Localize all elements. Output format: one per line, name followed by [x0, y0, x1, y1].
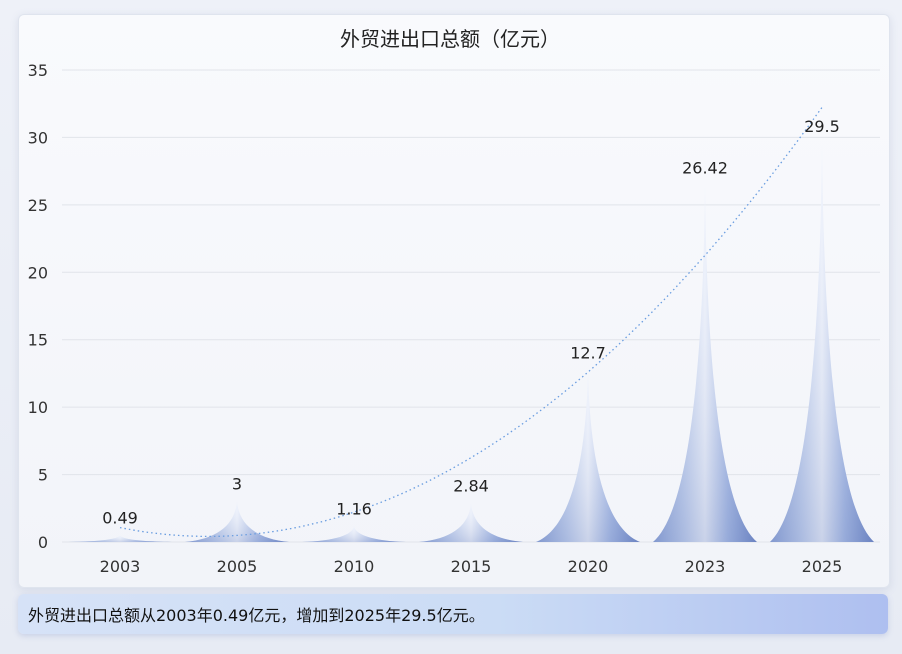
- chart-card: [18, 14, 890, 588]
- bar: [770, 144, 874, 542]
- data-label: 26.42: [682, 159, 728, 178]
- x-axis: 2003 2005 2010 2015 2020 2023 2025: [100, 557, 843, 576]
- x-tick-label: 2015: [451, 557, 492, 576]
- bar: [419, 503, 523, 542]
- data-label: 3: [232, 475, 242, 494]
- x-tick-label: 2010: [334, 557, 375, 576]
- x-tick-label: 2005: [217, 557, 258, 576]
- bar-shade: [419, 503, 523, 542]
- caption-text: 外贸进出口总额从2003年0.49亿元，增加到2025年29.5亿元。: [28, 606, 485, 625]
- data-label: 1.16: [336, 499, 372, 518]
- data-label: 29.5: [804, 117, 840, 136]
- bar-shade: [770, 144, 874, 542]
- y-tick-label: 5: [38, 466, 48, 485]
- bar: [302, 526, 406, 542]
- bars: [68, 144, 874, 542]
- bar: [68, 535, 172, 542]
- y-tick-label: 10: [28, 398, 48, 417]
- caption-bar: 外贸进出口总额从2003年0.49亿元，增加到2025年29.5亿元。: [18, 594, 888, 634]
- bar-shade: [653, 185, 757, 542]
- y-tick-label: 0: [38, 533, 48, 552]
- y-axis: 0 5 10 15 20 25 30 35: [28, 61, 48, 552]
- trendline: [119, 107, 823, 538]
- y-tick-label: 25: [28, 196, 48, 215]
- data-labels: 0.49 3 1.16 2.84 12.7 26.42 29.5: [102, 117, 840, 527]
- data-label: 0.49: [102, 508, 138, 527]
- bar-shade: [536, 370, 640, 542]
- y-tick-label: 30: [28, 128, 48, 147]
- data-label: 12.7: [570, 344, 606, 363]
- bar: [185, 501, 289, 542]
- bar-shade: [68, 535, 172, 542]
- bar: [653, 185, 757, 542]
- x-tick-label: 2003: [100, 557, 141, 576]
- grid: [62, 69, 880, 543]
- y-tick-label: 35: [28, 61, 48, 80]
- x-tick-label: 2025: [802, 557, 843, 576]
- y-tick-label: 15: [28, 331, 48, 350]
- bar: [536, 370, 640, 542]
- x-tick-label: 2020: [568, 557, 609, 576]
- bar-shade: [302, 526, 406, 542]
- data-label: 2.84: [453, 477, 489, 496]
- chart-title: 外贸进出口总额（亿元）: [340, 27, 560, 51]
- y-tick-label: 20: [28, 263, 48, 282]
- bar-shade: [185, 501, 289, 542]
- x-tick-label: 2023: [685, 557, 726, 576]
